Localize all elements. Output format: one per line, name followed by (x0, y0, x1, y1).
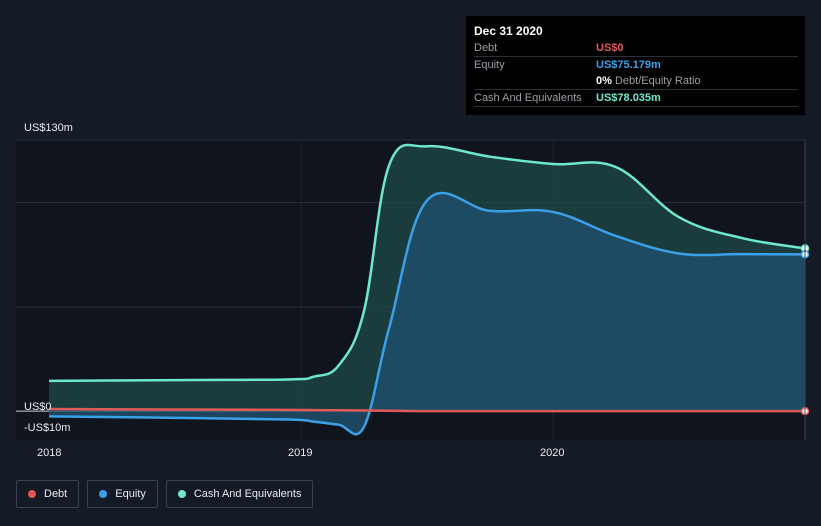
legend-label: Equity (115, 488, 146, 500)
tooltip-row-equity: Equity US$75.179m (474, 57, 798, 73)
legend-cash[interactable]: Cash And Equivalents (165, 480, 314, 508)
ratio-label: Debt/Equity Ratio (614, 75, 701, 87)
legend-dot (28, 490, 36, 498)
legend-label: Debt (44, 488, 68, 500)
tooltip-label: Cash And Equivalents (474, 92, 582, 104)
chart-legend: Debt Equity Cash And Equivalents (16, 480, 314, 508)
tooltip-label: Debt (474, 42, 498, 54)
ratio-value: 0% (596, 75, 612, 87)
legend-label: Cash And Equivalents (193, 488, 302, 500)
y-tick-zero: US$0 (24, 401, 52, 413)
x-tick-2020: 2020 (540, 447, 565, 459)
tooltip-row-ratio: 0% Debt/Equity Ratio (474, 73, 798, 90)
tooltip-row-cash: Cash And Equivalents US$78.035m (474, 90, 798, 107)
y-tick-bottom: -US$10m (24, 422, 71, 434)
tooltip-label: Equity (474, 59, 505, 71)
tooltip-value: US$0 (596, 42, 624, 54)
tooltip-value: US$75.179m (596, 59, 661, 71)
legend-equity[interactable]: Equity (87, 480, 158, 508)
tooltip-panel: Dec 31 2020 Debt US$0 Equity US$75.179m … (466, 16, 805, 115)
tooltip-ratio: 0% Debt/Equity Ratio (596, 75, 701, 87)
x-tick-2019: 2019 (288, 447, 313, 459)
x-tick-2018: 2018 (37, 447, 62, 459)
legend-debt[interactable]: Debt (16, 480, 80, 508)
tooltip-value: US$78.035m (596, 92, 661, 104)
debt-line (48, 407, 805, 413)
cash-line (48, 143, 806, 383)
legend-dot (177, 490, 186, 498)
tooltip-row-debt: Debt US$0 (474, 40, 798, 57)
legend-dot (99, 490, 108, 498)
tooltip-date: Dec 31 2020 (474, 24, 543, 38)
y-tick-top: US$130m (24, 122, 73, 134)
equity-line (48, 191, 806, 436)
equity-area (49, 192, 805, 435)
